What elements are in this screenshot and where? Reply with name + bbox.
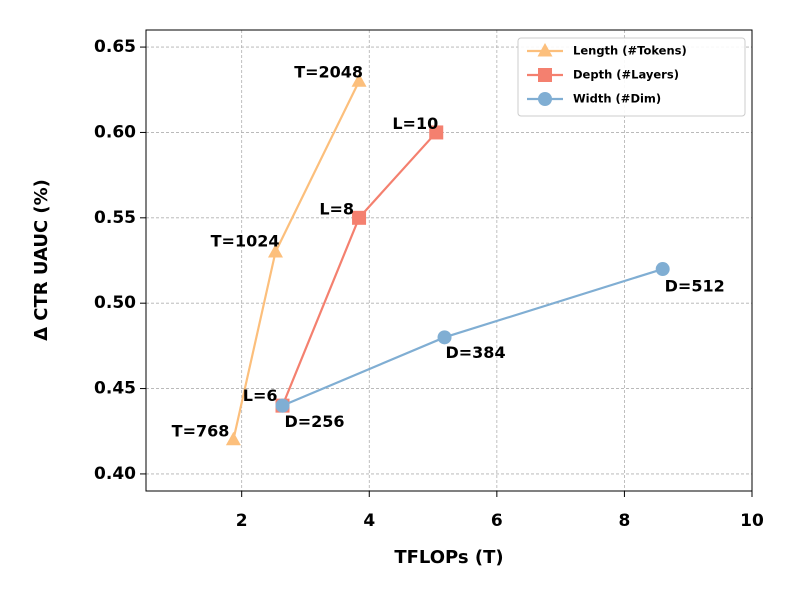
point-label: D=384 — [445, 343, 505, 362]
legend-label: Depth (#Layers) — [573, 68, 679, 82]
x-tick-label: 10 — [740, 511, 764, 531]
point-label: L=8 — [319, 199, 354, 218]
marker — [225, 431, 241, 446]
series-line — [282, 267, 664, 407]
marker — [267, 243, 283, 258]
legend-label: Length (#Tokens) — [573, 44, 687, 58]
point-label: T=768 — [172, 421, 230, 440]
legend-label: Width (#Dim) — [573, 92, 661, 106]
marker — [537, 43, 553, 57]
marker — [275, 398, 290, 413]
point-label: D=256 — [284, 412, 344, 431]
series — [225, 73, 367, 446]
x-tick-label: 4 — [363, 511, 375, 531]
marker — [352, 210, 367, 225]
y-tick-label: 0.65 — [94, 37, 136, 57]
series — [275, 262, 670, 413]
legend-box — [517, 37, 746, 117]
series-line — [281, 131, 438, 407]
y-axis-label: Δ CTR UAUC (%) — [31, 179, 52, 341]
marker — [437, 330, 452, 345]
point-label: L=6 — [243, 386, 278, 405]
x-axis-label: TFLOPs (T) — [394, 547, 503, 568]
y-tick-label: 0.45 — [94, 379, 136, 399]
y-tick-label: 0.60 — [94, 122, 136, 142]
plot-frame — [145, 29, 753, 492]
point-label: L=10 — [392, 114, 438, 133]
y-tick-label: 0.55 — [94, 208, 136, 228]
marker — [538, 68, 552, 82]
y-tick-label: 0.40 — [94, 464, 136, 484]
point-label: D=512 — [665, 277, 725, 296]
x-tick-label: 8 — [618, 511, 630, 531]
marker — [538, 92, 552, 106]
point-label: T=1024 — [211, 231, 280, 250]
x-tick-label: 6 — [491, 511, 503, 531]
series — [275, 125, 444, 413]
marker — [655, 262, 670, 277]
y-tick-label: 0.50 — [94, 293, 136, 313]
marker — [351, 73, 367, 87]
marker — [429, 125, 444, 140]
x-tick-label: 2 — [236, 511, 248, 531]
point-label: T=2048 — [294, 63, 363, 82]
legend: Length (#Tokens) Depth (#Layers) Width (#D… — [517, 37, 746, 117]
